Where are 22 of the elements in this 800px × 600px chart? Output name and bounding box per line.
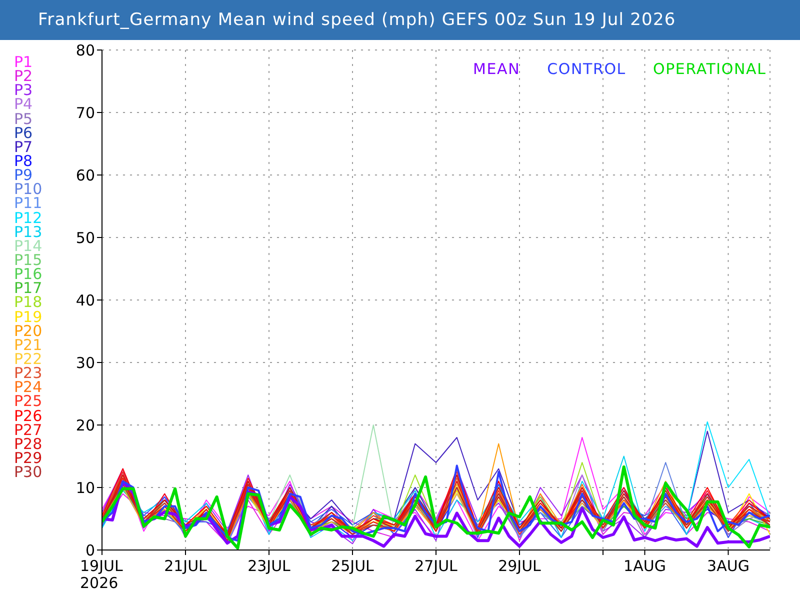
x-tick-label: 29JUL <box>498 557 542 575</box>
y-tick-label: 60 <box>76 166 95 184</box>
x-tick-label: 3AUG <box>707 557 750 575</box>
x-tick-label: 21JUL <box>164 557 208 575</box>
x-tick-label: 1AUG <box>624 557 666 575</box>
y-tick-label: 20 <box>76 416 95 434</box>
text: P1 <box>14 53 34 71</box>
y-tick-label: 70 <box>76 104 95 122</box>
text: MEAN <box>473 60 520 78</box>
text: CONTROL <box>547 60 626 78</box>
x-tick-label: 25JUL <box>331 557 375 575</box>
y-tick-label: 50 <box>76 228 95 247</box>
y-tick-label: 40 <box>76 291 95 310</box>
x-tick-label: 19JUL 2026 <box>80 557 124 592</box>
y-tick-label: 10 <box>76 478 95 497</box>
x-tick-label: 23JUL <box>248 557 292 575</box>
x-tick-label: 27JUL <box>414 557 458 575</box>
text: OPERATIONAL <box>652 60 766 78</box>
y-tick-label: 80 <box>76 41 95 60</box>
chart-title: Frankfurt_Germany Mean wind speed (mph) GEFS 00z Sun 19 Jul 2026 <box>38 10 676 30</box>
y-tick-label: 30 <box>76 354 95 372</box>
y-tick-label: 0 <box>85 541 95 560</box>
